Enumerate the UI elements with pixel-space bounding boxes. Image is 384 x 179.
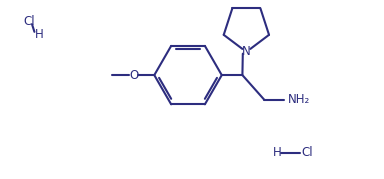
Text: NH₂: NH₂ <box>288 93 310 106</box>
Text: H: H <box>35 28 44 41</box>
Text: O: O <box>129 69 138 82</box>
Text: Cl: Cl <box>301 146 313 159</box>
Text: N: N <box>242 45 251 58</box>
Text: Cl: Cl <box>23 15 35 28</box>
Text: H: H <box>273 146 282 159</box>
